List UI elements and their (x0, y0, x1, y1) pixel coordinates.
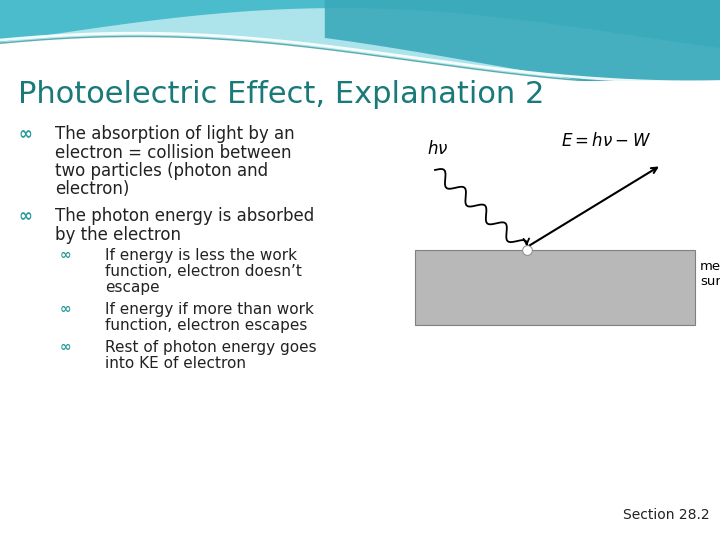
Text: $h\nu$: $h\nu$ (427, 140, 449, 158)
Text: function, electron escapes: function, electron escapes (105, 318, 307, 333)
Text: $E = h\nu - W$: $E = h\nu - W$ (561, 132, 651, 150)
Text: Photoelectric Effect, Explanation 2: Photoelectric Effect, Explanation 2 (18, 80, 544, 109)
Text: Section 28.2: Section 28.2 (624, 508, 710, 522)
Text: escape: escape (105, 280, 160, 295)
Text: ∞: ∞ (60, 340, 71, 354)
Text: ∞: ∞ (18, 125, 32, 143)
Text: Rest of photon energy goes: Rest of photon energy goes (105, 340, 317, 355)
Polygon shape (325, 0, 720, 99)
Text: ∞: ∞ (60, 302, 71, 316)
Text: metal
surface: metal surface (700, 260, 720, 288)
Text: function, electron doesn’t: function, electron doesn’t (105, 264, 302, 279)
Text: two particles (photon and: two particles (photon and (55, 162, 268, 180)
Polygon shape (0, 0, 720, 48)
Polygon shape (0, 37, 720, 85)
Text: If energy if more than work: If energy if more than work (105, 302, 314, 317)
Text: The photon energy is absorbed: The photon energy is absorbed (55, 207, 314, 225)
Text: into KE of electron: into KE of electron (105, 356, 246, 371)
Text: ∞: ∞ (18, 207, 32, 225)
Text: electron): electron) (55, 180, 130, 199)
Text: If energy is less the work: If energy is less the work (105, 248, 297, 263)
Bar (415, 250, 695, 325)
Text: by the electron: by the electron (55, 226, 181, 244)
Text: ∞: ∞ (60, 248, 71, 262)
Text: electron = collision between: electron = collision between (55, 144, 292, 161)
Text: The absorption of light by an: The absorption of light by an (55, 125, 294, 143)
